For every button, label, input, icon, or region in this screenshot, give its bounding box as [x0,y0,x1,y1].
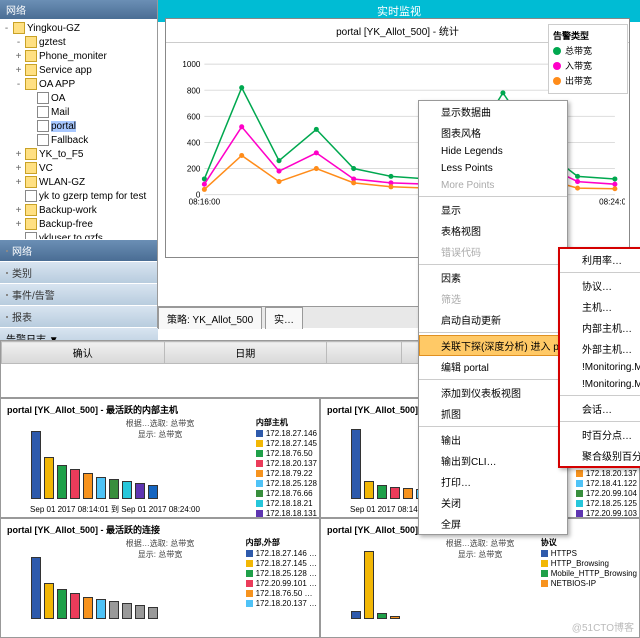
main-area: 实时监视 portal [YK_Allot_500] - 统计 02004006… [158,0,640,398]
side-section[interactable]: 网络 [0,239,157,261]
alert-col[interactable]: 日期 [164,342,327,364]
context-menu[interactable]: 显示数据曲图表风格Hide LegendsLess PointsMore Poi… [418,100,568,535]
menu-item[interactable]: 错误代码 [419,241,567,262]
legend-item: 总带宽 [553,44,623,57]
mini-chart: portal [YK_Allot_500] - 最活跃的连接根据…选取: 总带宽… [0,518,320,638]
tree-item[interactable]: Fallback [0,133,157,147]
menu-item[interactable]: 因素 [419,267,567,288]
menu-item[interactable]: 显示 [419,199,567,220]
tree-item[interactable]: OA [0,91,157,105]
legend-item: 172.20.99.103 [576,509,637,518]
submenu-item[interactable]: 会话… [560,398,640,419]
submenu-item[interactable]: 协议… [560,275,640,296]
legend-item: 172.18.25.128 [256,479,317,488]
tab-policy[interactable]: 策略: YK_Allot_500 [158,307,262,329]
submenu-item[interactable]: 外部主机… [560,338,640,359]
tree-item[interactable]: portal [0,119,157,133]
menu-item[interactable]: 输出到CLI… [419,450,567,471]
legend-item: 172.18.27.145 [256,439,317,448]
tree-body[interactable]: -Yingkou-GZ-gztest+Phone_moniter+Service… [0,19,157,239]
side-section[interactable]: 报表 [0,305,157,327]
svg-text:08:24:00: 08:24:00 [599,198,625,207]
legend-item: 出带宽 [553,74,623,87]
svg-text:400: 400 [187,138,201,147]
legend-item: 172.18.20.137 … [246,599,317,608]
side-section[interactable]: 类别 [0,261,157,283]
legend-item: 172.18.76.66 [256,489,317,498]
legend-item: Mobile_HTTP_Browsing [541,569,637,578]
menu-item[interactable]: More Points [419,177,567,194]
tree-item[interactable]: +Service app [0,63,157,77]
legend-item: 172.18.27.145 … [246,559,317,568]
tree-item[interactable]: +Backup-work [0,203,157,217]
watermark: @51CTO博客 [572,619,634,634]
tree-item[interactable]: +WLAN-GZ [0,175,157,189]
chart-legend: 告警类型 总带宽入带宽出带宽 [548,24,628,94]
legend-item: 172.18.18.21 [256,499,317,508]
legend-item: 172.18.76.50 … [246,589,317,598]
legend-item: 172.18.20.137 [256,459,317,468]
legend-item: 172.18.25.125 [576,499,637,508]
legend-item: 172.18.27.146 [256,429,317,438]
menu-item[interactable]: 关联下探(深度分析) 进入 portal▸ [419,335,567,356]
legend-item: 172.18.25.128 … [246,569,317,578]
tree-header: 网络 [0,0,157,19]
submenu-item[interactable]: !Monitoring.MonLabels.AUTOSYSTEM_NEXT_HO… [560,359,640,376]
tree-item[interactable]: -OA APP [0,77,157,91]
submenu-item[interactable]: 时百分点… [560,424,640,445]
svg-text:1000: 1000 [182,60,200,69]
legend-item: 172.18.20.137 [576,469,637,478]
menu-item[interactable]: 全屏 [419,513,567,534]
alert-col[interactable] [327,342,402,364]
legend-item: 172.18.76.50 [256,449,317,458]
menu-item[interactable]: 图表风格 [419,122,567,143]
legend-item: HTTPS [541,549,637,558]
svg-text:200: 200 [187,165,201,174]
legend-item: 172.18.41.122 [576,479,637,488]
menu-item[interactable]: 编辑 portal [419,356,567,377]
legend-item: HTTP_Browsing [541,559,637,568]
tree-item[interactable]: ykluser to gzfs [0,231,157,239]
submenu-item[interactable]: 主机… [560,296,640,317]
submenu-item[interactable]: 聚合级别百分点 [560,445,640,466]
tree-item[interactable]: +YK_to_F5 [0,147,157,161]
svg-text:08:16:00: 08:16:00 [189,198,221,207]
legend-item: 172.18.18.131 [256,509,317,518]
legend-item: 172.20.99.101 … [246,579,317,588]
tree-item[interactable]: yk to gzerp temp for test [0,189,157,203]
menu-item[interactable]: 抓图 [419,403,567,424]
menu-item[interactable]: 关闭 [419,492,567,513]
tab-realtime[interactable]: 实… [265,307,303,329]
side-section[interactable]: 事件/告警 [0,283,157,305]
tree-item[interactable]: +Phone_moniter [0,49,157,63]
tree-item[interactable]: -gztest [0,35,157,49]
menu-item[interactable]: Less Points [419,160,567,177]
legend-item: 172.18.79.22 [256,469,317,478]
submenu-item[interactable]: !Monitoring.MonLabels.AUTOSYSTEM_DESTINA… [560,376,640,393]
tree-item[interactable]: Mail [0,105,157,119]
svg-text:600: 600 [187,112,201,121]
menu-item[interactable]: 输出 [419,429,567,450]
submenu-item[interactable]: 内部主机… [560,317,640,338]
menu-item[interactable]: 显示数据曲 [419,101,567,122]
legend-title: 告警类型 [553,29,623,42]
legend-item: 172.20.99.104 [576,489,637,498]
mini-chart: portal [YK_Allot_500] - 最活跃的内部主机根据…选取: 总… [0,398,320,518]
menu-item[interactable]: 启动自动更新 [419,309,567,330]
alert-col[interactable]: 确认 [2,342,165,364]
legend-item: 入带宽 [553,59,623,72]
menu-item[interactable]: Hide Legends [419,143,567,160]
tree-item[interactable]: -Yingkou-GZ [0,21,157,35]
svg-text:800: 800 [187,86,201,95]
menu-item[interactable]: 添加到仪表板视图 [419,382,567,403]
menu-item[interactable]: 筛选 [419,288,567,309]
legend-item: NETBIOS-IP [541,579,637,588]
tree-item[interactable]: +VC [0,161,157,175]
menu-item[interactable]: 表格视图 [419,220,567,241]
submenu-item[interactable]: 利用率… [560,249,640,270]
menu-item[interactable]: 打印… [419,471,567,492]
tree-item[interactable]: +Backup-free [0,217,157,231]
drill-submenu[interactable]: 利用率…协议…主机…内部主机…外部主机…!Monitoring.MonLabel… [558,247,640,468]
legend-item: 172.18.27.146 … [246,549,317,558]
